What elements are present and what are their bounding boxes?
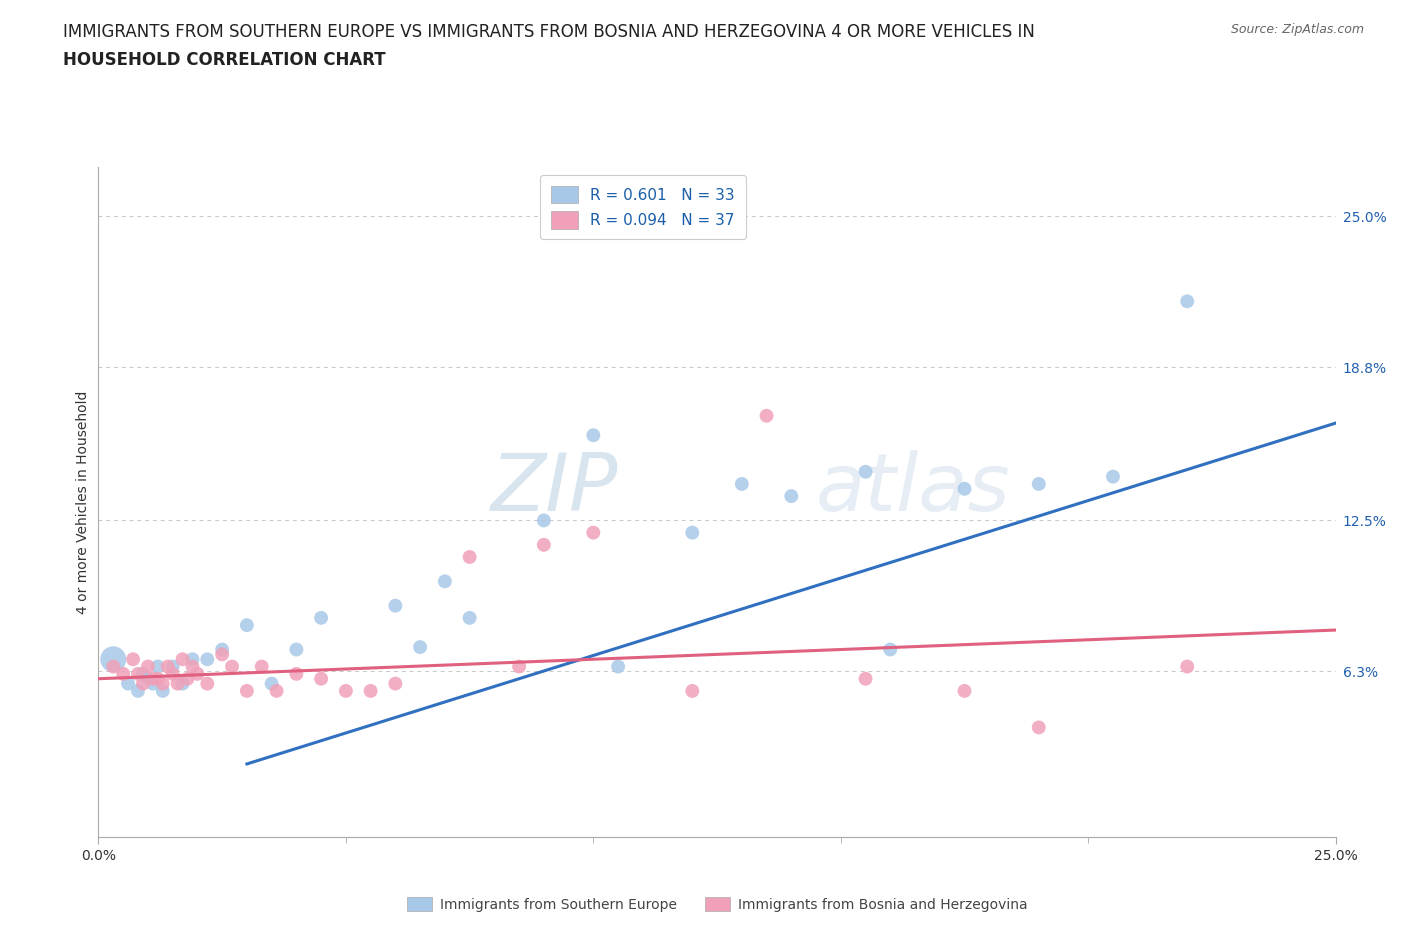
Point: [117, 676, 139, 691]
Point: [186, 667, 208, 682]
Text: Source: ZipAtlas.com: Source: ZipAtlas.com: [1230, 23, 1364, 36]
Point: [409, 640, 432, 655]
Point: [195, 676, 218, 691]
Point: [360, 684, 382, 698]
Point: [309, 671, 332, 686]
Point: [953, 684, 976, 698]
Point: [681, 525, 703, 540]
Point: [152, 676, 174, 691]
Point: [146, 671, 169, 686]
Point: [260, 676, 283, 691]
Point: [195, 652, 218, 667]
Point: [221, 659, 243, 674]
Point: [266, 684, 288, 698]
Point: [1102, 470, 1125, 485]
Point: [755, 408, 778, 423]
Point: [458, 610, 481, 625]
Point: [172, 652, 194, 667]
Point: [146, 659, 169, 674]
Point: [433, 574, 456, 589]
Point: [162, 659, 184, 674]
Point: [103, 652, 125, 667]
Point: [384, 598, 406, 613]
Point: [166, 676, 188, 691]
Text: HOUSEHOLD CORRELATION CHART: HOUSEHOLD CORRELATION CHART: [63, 51, 385, 69]
Point: [508, 659, 530, 674]
Point: [1028, 476, 1050, 491]
Point: [211, 647, 233, 662]
Point: [112, 667, 135, 682]
Point: [533, 513, 555, 528]
Point: [236, 618, 259, 632]
Legend: Immigrants from Southern Europe, Immigrants from Bosnia and Herzegovina: Immigrants from Southern Europe, Immigra…: [401, 891, 1033, 917]
Point: [103, 659, 125, 674]
Point: [132, 667, 155, 682]
Point: [122, 652, 145, 667]
Point: [285, 642, 308, 657]
Point: [335, 684, 357, 698]
Point: [780, 488, 803, 503]
Text: IMMIGRANTS FROM SOUTHERN EUROPE VS IMMIGRANTS FROM BOSNIA AND HERZEGOVINA 4 OR M: IMMIGRANTS FROM SOUTHERN EUROPE VS IMMIG…: [63, 23, 1035, 41]
Point: [142, 676, 165, 691]
Point: [142, 671, 165, 686]
Text: atlas: atlas: [815, 450, 1011, 528]
Point: [384, 676, 406, 691]
Point: [731, 476, 754, 491]
Point: [855, 671, 877, 686]
Point: [582, 525, 605, 540]
Point: [136, 659, 159, 674]
Point: [211, 642, 233, 657]
Point: [309, 610, 332, 625]
Point: [250, 659, 273, 674]
Point: [1175, 659, 1198, 674]
Text: ZIP: ZIP: [491, 450, 619, 528]
Point: [879, 642, 901, 657]
Point: [181, 652, 204, 667]
Point: [172, 676, 194, 691]
Y-axis label: 4 or more Vehicles in Household: 4 or more Vehicles in Household: [76, 391, 90, 614]
Point: [681, 684, 703, 698]
Point: [1028, 720, 1050, 735]
Point: [152, 684, 174, 698]
Point: [855, 464, 877, 479]
Point: [156, 659, 179, 674]
Point: [1175, 294, 1198, 309]
Point: [181, 659, 204, 674]
Point: [953, 482, 976, 497]
Point: [127, 684, 149, 698]
Point: [458, 550, 481, 565]
Point: [162, 667, 184, 682]
Point: [582, 428, 605, 443]
Point: [127, 667, 149, 682]
Point: [136, 671, 159, 686]
Point: [132, 676, 155, 691]
Point: [285, 667, 308, 682]
Point: [533, 538, 555, 552]
Point: [607, 659, 630, 674]
Point: [236, 684, 259, 698]
Point: [176, 671, 198, 686]
